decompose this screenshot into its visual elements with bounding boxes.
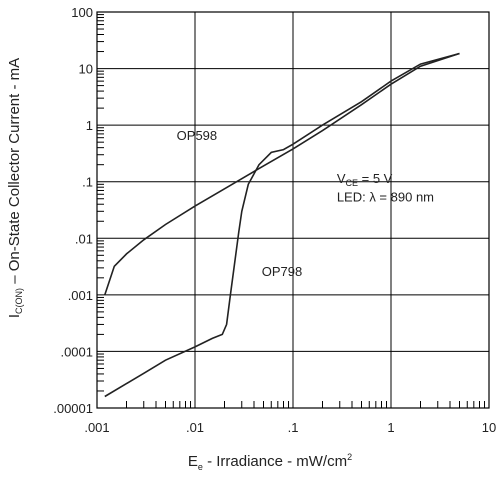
series-line-op798	[104, 52, 460, 398]
y-tick-label: .1	[82, 175, 93, 190]
y-tick-label: 100	[71, 5, 93, 20]
y-tick-label: .00001	[53, 401, 93, 416]
series-lines	[104, 52, 460, 398]
y-axis-label-rest: – On-State Collector Current - mA	[6, 58, 23, 288]
x-tick-label: .01	[186, 420, 204, 435]
x-axis-label-main: E	[188, 453, 198, 470]
x-axis-label-sub: e	[198, 462, 203, 472]
tick-labels: .001 .01 .1 1 10 .00001 .0001 .001 .01 .1 1 10 100	[53, 5, 496, 435]
series-label-op598: OP598	[177, 128, 217, 143]
y-axis-label-pre: I	[6, 314, 23, 318]
condition-vce: VCE = 5 V	[337, 171, 393, 188]
y-tick-label: 1	[86, 118, 93, 133]
series-label-op798: OP798	[262, 264, 302, 279]
y-tick-label: 10	[79, 62, 93, 77]
x-axis-label-rest: - Irradiance - mW/cm	[203, 453, 347, 470]
x-tick-label: .001	[84, 420, 109, 435]
x-tick-label: 1	[387, 420, 394, 435]
x-tick-label: 10	[482, 420, 496, 435]
condition-vce-pre: V	[337, 171, 346, 186]
y-tick-label: .0001	[60, 344, 93, 359]
x-axis-label-sup: 2	[347, 452, 352, 462]
condition-led: LED: λ = 890 nm	[337, 189, 434, 204]
y-tick-label: .001	[68, 288, 93, 303]
x-axis-label: Ee - Irradiance - mW/cm2	[188, 452, 352, 472]
series-line-op598	[104, 52, 460, 296]
condition-vce-sub: CE	[345, 178, 358, 188]
condition-vce-rest: = 5 V	[358, 171, 393, 186]
x-tick-label: .1	[288, 420, 299, 435]
grid	[96, 11, 490, 409]
y-tick-label: .01	[75, 231, 93, 246]
y-axis-label-sub: C(ON)	[14, 288, 24, 314]
minor-ticks	[97, 14, 486, 408]
y-axis-label: IC(ON) – On-State Collector Current - mA	[6, 58, 24, 318]
plot-frame	[96, 11, 490, 409]
